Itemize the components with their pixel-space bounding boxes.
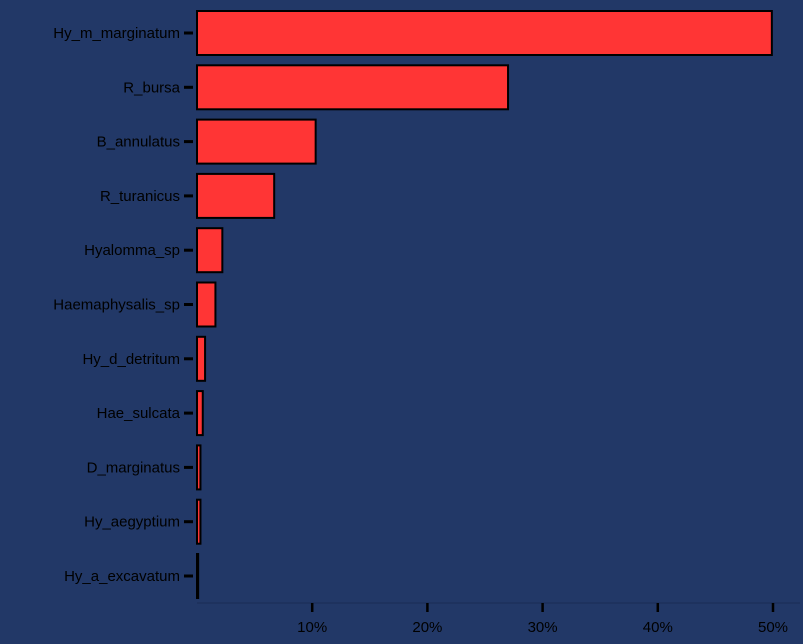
- category-label: Hae_sulcata: [97, 405, 181, 422]
- category-label: R_bursa: [123, 79, 180, 96]
- category-label: D_marginatus: [87, 459, 180, 476]
- category-label: Hy_m_marginatum: [53, 25, 180, 42]
- bar: [196, 553, 200, 599]
- bar: [196, 227, 224, 274]
- bar: [196, 64, 510, 111]
- x-axis: 10% 20% 30% 40% 50%: [197, 602, 800, 636]
- bar: [196, 281, 217, 328]
- category-label: Hy_d_detritum: [82, 351, 180, 368]
- category-label: B_annulatus: [97, 134, 180, 151]
- category-label: Haemaphysalis_sp: [53, 297, 180, 314]
- category-label: Hyalomma_sp: [84, 242, 180, 259]
- bar: [196, 390, 204, 437]
- category-label: R_turanicus: [100, 188, 180, 205]
- bars: [196, 10, 773, 599]
- y-axis: Hy_m_marginatum R_bursa B_annulatus R_turan…: [53, 25, 193, 585]
- bar: [196, 10, 773, 56]
- bar: [196, 335, 207, 382]
- bar: [196, 498, 202, 545]
- x-tick-label: 40%: [643, 619, 673, 636]
- x-tick-label: 30%: [528, 619, 558, 636]
- x-tick-label: 50%: [758, 619, 788, 636]
- x-tick-label: 20%: [412, 619, 442, 636]
- category-label: Hy_a_excavatum: [64, 568, 180, 585]
- bar: [196, 444, 202, 491]
- bar: [196, 118, 317, 165]
- bar: [196, 172, 276, 219]
- x-tick-label: 10%: [297, 619, 327, 636]
- category-label: Hy_aegyptium: [84, 514, 180, 531]
